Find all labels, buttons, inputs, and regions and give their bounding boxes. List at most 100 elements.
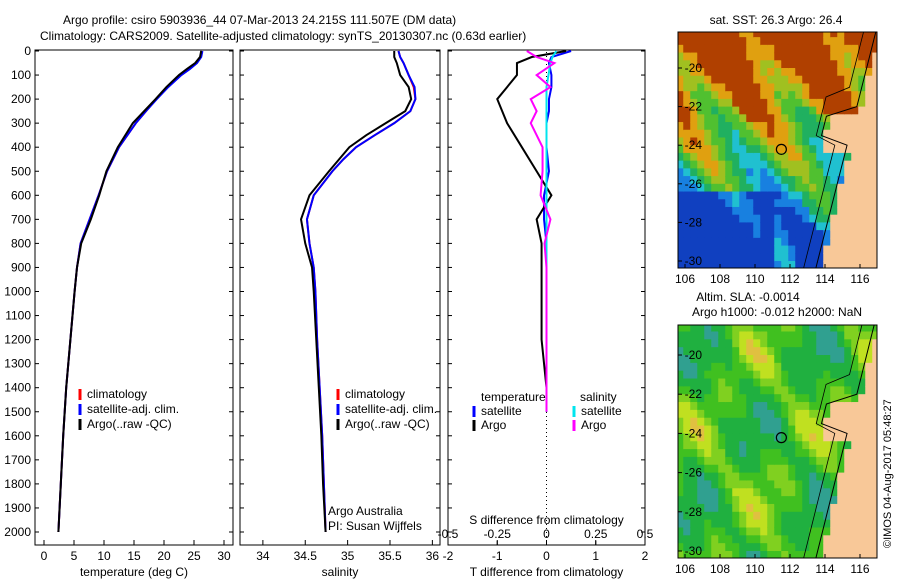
coastline (815, 32, 877, 268)
x-tick-label: 15 (127, 549, 141, 563)
map-y-tick-label: -24 (685, 426, 703, 440)
map-y-tick-label: -24 (685, 138, 703, 152)
map-x-tick-label: 106 (675, 272, 695, 286)
x-tick-label: 1 (592, 549, 599, 563)
y-tick-label: 2000 (4, 525, 31, 539)
map-x-tick-label: 110 (745, 272, 764, 286)
series-line-Argo-raw-QC- (57, 50, 203, 533)
x-tick-label: 10 (97, 549, 111, 563)
argo-location-marker (775, 143, 787, 155)
series-line-satellite-adj-clim- (305, 50, 417, 533)
y-tick-label: 1200 (4, 333, 31, 347)
legend-label: satellite (481, 404, 522, 418)
x2-axis-label: S difference from climatology (469, 513, 624, 527)
x-tick-label: 5 (71, 549, 78, 563)
legend-title-salinity: salinity (580, 390, 617, 404)
x-tick-label: 35 (341, 549, 355, 563)
map-y-tick-label: -28 (685, 505, 703, 519)
title-line-1: Argo profile: csiro 5903936_44 07-Mar-20… (63, 13, 457, 27)
legend-label: climatology (345, 387, 405, 401)
y-tick-label: 1400 (4, 381, 31, 395)
x-tick-label: 2 (642, 549, 649, 563)
y-tick-label: 1800 (4, 477, 31, 491)
x-tick-label: 34.5 (294, 549, 318, 563)
annotation-text: Argo Australia (328, 504, 403, 518)
x-tick-label: 0 (41, 549, 48, 563)
sla-heatmap (678, 325, 877, 558)
y-tick-label: 800 (11, 236, 31, 250)
legend-label: Argo(..raw -QC) (87, 417, 172, 431)
x-tick-label: 34 (256, 549, 270, 563)
y-tick-label: 900 (11, 260, 31, 274)
map-frame (677, 324, 878, 559)
legend-label: satellite-adj. clim. (345, 402, 437, 416)
y-tick-label: 1700 (4, 453, 31, 467)
x-tick-label: 20 (157, 549, 171, 563)
legend-label: Argo(..raw -QC) (345, 417, 430, 431)
imos-credit: ©IMOS 04-Aug-2017 05:48:27 (882, 399, 894, 548)
y-tick-label: 500 (11, 164, 31, 178)
map-y-tick-label: -30 (685, 544, 703, 558)
map-y-tick-label: -26 (685, 177, 703, 191)
y-tick-label: 1000 (4, 285, 31, 299)
map-frame (677, 31, 878, 269)
legend-label: Argo (581, 418, 607, 432)
map-y-tick-label: -22 (685, 387, 703, 401)
y-tick-label: 1600 (4, 429, 31, 443)
y-tick-label: 1500 (4, 405, 31, 419)
coastline (815, 325, 875, 558)
x-tick-label: -1 (492, 549, 503, 563)
map-x-tick-label: 106 (675, 562, 695, 576)
legend-label: Argo (481, 418, 507, 432)
shelf-contour (803, 32, 864, 268)
map-y-tick-label: -30 (685, 254, 703, 268)
x2-tick-label: -0.5 (438, 527, 459, 541)
map-y-tick-label: -20 (685, 348, 703, 362)
map-x-tick-label: 108 (710, 272, 730, 286)
x-axis-label: T difference from climatology (470, 565, 624, 579)
x2-tick-label: 0 (543, 527, 550, 541)
x2-tick-label: 0.25 (584, 527, 608, 541)
x2-tick-label: 0.5 (637, 527, 654, 541)
shelf-contour (803, 325, 863, 558)
series-line-climatology (57, 50, 203, 533)
sst-map-title: sat. SST: 26.3 Argo: 26.4 (710, 13, 843, 27)
y-tick-label: 1900 (4, 501, 31, 515)
sst-heatmap (678, 32, 877, 268)
x-tick-label: 0 (543, 549, 550, 563)
map-x-tick-label: 112 (780, 562, 799, 576)
x-axis-label: temperature (deg C) (80, 565, 188, 579)
map-y-tick-label: -28 (685, 215, 703, 229)
map-x-tick-label: 114 (815, 562, 834, 576)
series-line-salinity-Argo (526, 50, 557, 412)
legend-label: satellite-adj. clim. (87, 402, 179, 416)
series-line-satellite-adj-clim- (57, 50, 204, 533)
series-line-Argo-raw-QC- (299, 51, 413, 533)
legend-label: climatology (87, 387, 147, 401)
annotation-text: PI: Susan Wijffels (328, 519, 422, 533)
title-line-2: Climatology: CARS2009. Satellite-adjuste… (40, 29, 527, 43)
x-tick-label: 25 (187, 549, 201, 563)
argo-location-marker (775, 432, 787, 444)
x-tick-label: 35.5 (378, 549, 402, 563)
x-tick-label: 30 (217, 549, 231, 563)
y-tick-label: 1300 (4, 357, 31, 371)
map-y-tick-label: -22 (685, 100, 703, 114)
y-tick-label: 200 (11, 92, 31, 106)
map-y-tick-label: -20 (685, 61, 703, 75)
y-tick-label: 600 (11, 188, 31, 202)
x2-tick-label: -0.25 (484, 527, 512, 541)
sla-map-subtitle: Argo h1000: -0.012 h2000: NaN (692, 305, 862, 319)
x-axis-label: salinity (322, 565, 359, 579)
x-tick-label: -2 (443, 549, 454, 563)
map-x-tick-label: 110 (745, 562, 764, 576)
map-x-tick-label: 114 (815, 272, 834, 286)
y-tick-label: 700 (11, 212, 31, 226)
legend-title-temperature: temperature (481, 390, 546, 404)
y-tick-label: 400 (11, 140, 31, 154)
panel-frame-salinity (239, 49, 441, 546)
x-tick-label: 36 (426, 549, 440, 563)
y-tick-label: 300 (11, 116, 31, 130)
map-x-tick-label: 108 (710, 562, 730, 576)
